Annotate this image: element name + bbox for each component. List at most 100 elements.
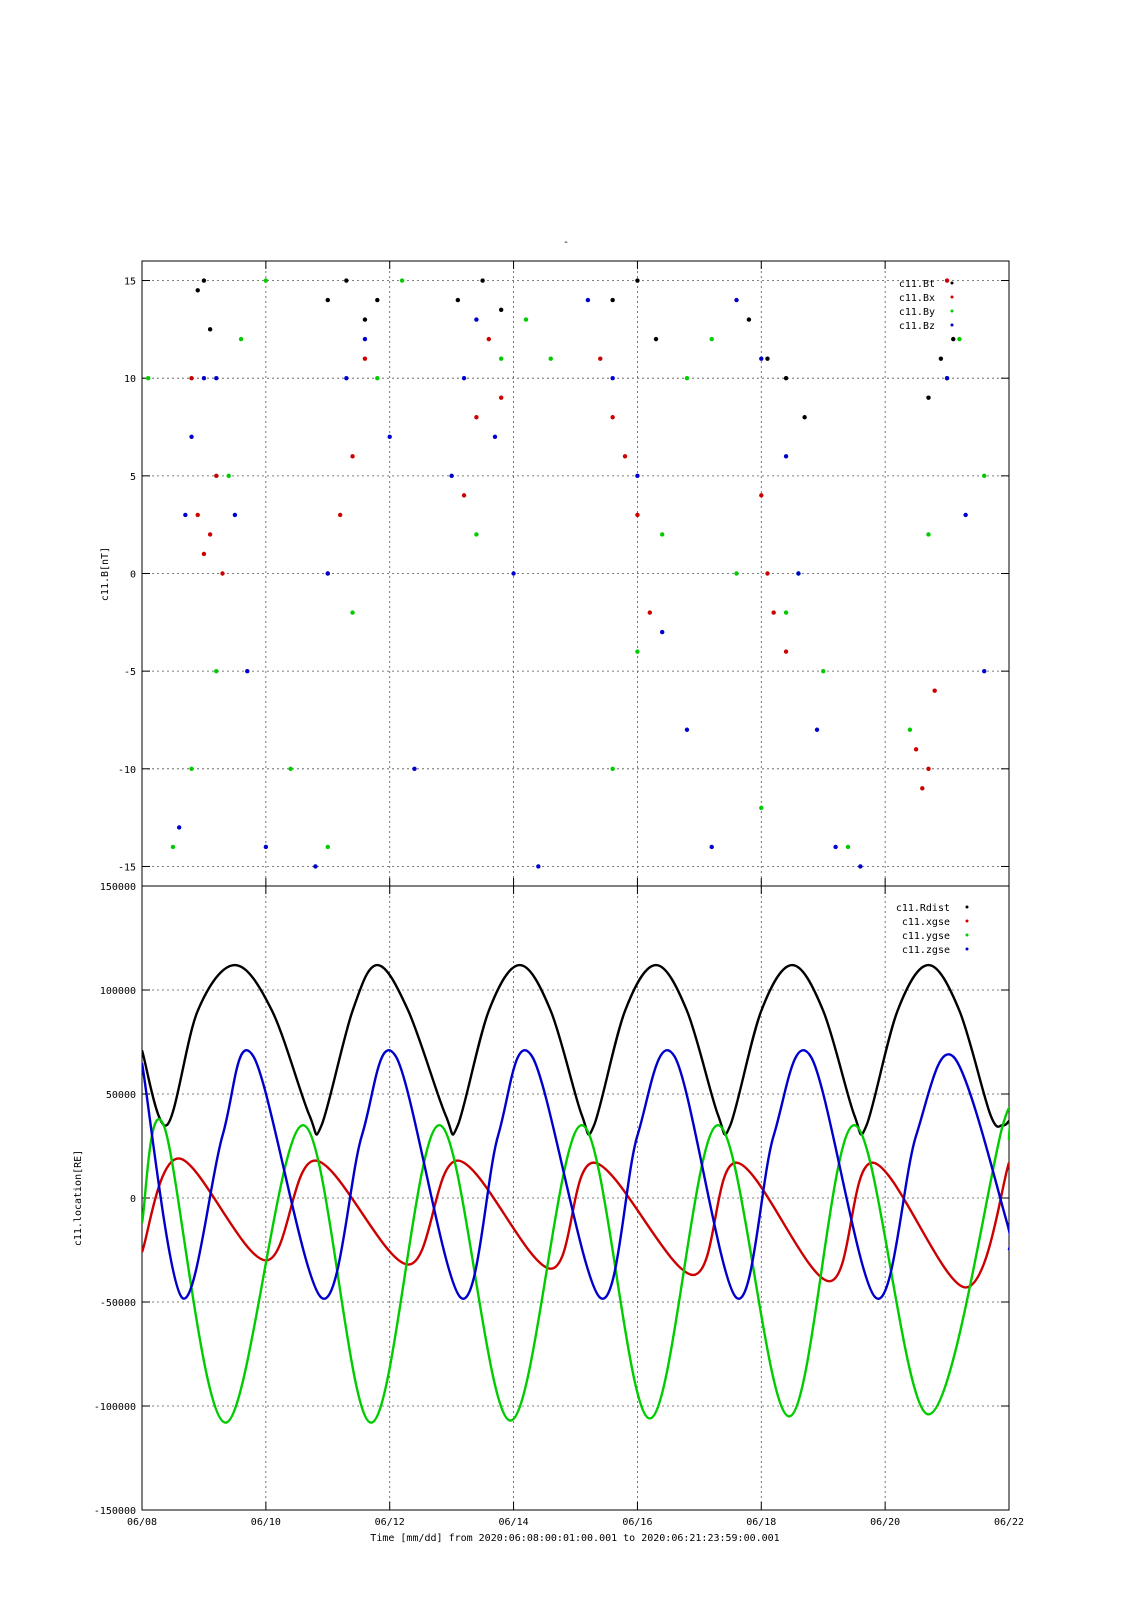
data-point-c11-by — [288, 766, 293, 772]
data-point-c11-bx — [486, 336, 491, 342]
data-point-c11-by — [523, 317, 529, 322]
y-tick-label: -5 — [124, 667, 136, 678]
data-point-c11-bt — [746, 317, 752, 322]
data-point-c11-by — [375, 375, 380, 381]
data-point-c11-bt — [344, 278, 349, 283]
legend-label-c11-xgse: c11.xgse — [902, 917, 950, 928]
data-point-c11-bt — [455, 297, 461, 303]
magnetic-field-grid — [141, 261, 1010, 886]
magnetic-field-series — [145, 278, 987, 869]
data-point-c11-bz — [344, 375, 349, 381]
data-point-c11-bt — [765, 356, 770, 361]
y-tick-label: 5 — [130, 472, 136, 483]
data-point-c11-bx — [214, 473, 219, 479]
data-point-c11-bz — [635, 473, 640, 479]
data-point-c11-by — [238, 336, 244, 342]
x-tick-label: 06/14 — [499, 1517, 529, 1528]
data-point-c11-bt — [195, 288, 200, 293]
time-axis-label: Time [mm/dd] from 2020:06:08:00:01:00.00… — [370, 1533, 779, 1544]
data-point-c11-bt — [951, 336, 956, 342]
data-point-c11-bz — [610, 375, 615, 381]
data-point-c11-bx — [647, 610, 653, 615]
data-point-c11-bt — [802, 415, 807, 420]
data-point-c11-bz — [214, 375, 219, 381]
series-line-c11-rdist — [142, 963, 1009, 1136]
legend-marker-c11-ygse — [965, 933, 969, 937]
data-point-c11-by — [635, 649, 640, 654]
data-point-c11-by — [263, 278, 269, 283]
data-point-c11-bx — [622, 454, 628, 459]
data-point-c11-bt — [653, 336, 659, 342]
x-tick-label: 06/16 — [622, 1517, 652, 1528]
time-x-ticks: 06/08 06/10 06/12 06/14 06/16 06/18 06/20 06/22 — [127, 1517, 1024, 1528]
data-point-c11-bx — [362, 356, 368, 361]
x-tick-label: 06/18 — [746, 1517, 776, 1528]
data-point-c11-bz — [709, 844, 714, 850]
data-point-c11-by — [610, 766, 615, 772]
data-point-c11-by — [498, 356, 504, 361]
data-point-c11-bx — [783, 649, 789, 654]
y-tick-label: -50000 — [100, 1298, 136, 1309]
location-panel: -150000 -100000 -50000 0 50000 100000 150000 c… — [73, 882, 1010, 1517]
data-point-c11-by — [145, 375, 151, 381]
y-tick-label: -15 — [118, 862, 136, 873]
data-point-c11-bz — [263, 844, 269, 850]
legend-marker-c11-rdist — [965, 905, 969, 909]
data-point-c11-by — [926, 532, 931, 537]
series-line-c11-zgse — [142, 1049, 1009, 1300]
x-tick-label: 06/20 — [870, 1517, 900, 1528]
data-point-c11-bx — [474, 415, 479, 420]
data-point-c11-bz — [387, 434, 392, 439]
legend-label-c11-by: c11.By — [899, 307, 935, 318]
data-point-c11-bz — [492, 434, 498, 439]
magnetic-field-y-axis-label: c11.B[nT] — [100, 547, 111, 601]
data-point-c11-bx — [350, 454, 355, 459]
data-point-c11-bz — [183, 512, 188, 518]
data-point-c11-bz — [461, 375, 467, 381]
x-tick-label: 06/10 — [251, 1517, 281, 1528]
legend-label-c11-bx: c11.Bx — [899, 293, 935, 304]
data-point-c11-bt — [938, 356, 944, 361]
data-point-c11-by — [660, 532, 665, 537]
data-point-c11-by — [957, 336, 962, 342]
legend-marker-c11-bz — [950, 323, 954, 327]
x-tick-label: 06/12 — [375, 1517, 405, 1528]
data-point-c11-bt — [362, 317, 368, 322]
data-point-c11-by — [821, 668, 826, 674]
data-point-c11-by — [189, 766, 194, 772]
location-y-axis-label: c11.location[RE] — [73, 1150, 84, 1246]
data-point-c11-bt — [635, 278, 640, 283]
data-point-c11-by — [214, 668, 219, 674]
data-point-c11-bt — [375, 297, 380, 303]
data-point-c11-bt — [201, 278, 207, 283]
data-point-c11-bz — [982, 668, 987, 674]
data-point-c11-bx — [498, 395, 504, 400]
data-point-c11-bz — [189, 434, 194, 439]
data-point-c11-bx — [207, 532, 213, 537]
data-point-c11-by — [734, 571, 739, 576]
legend-marker-c11-bt — [950, 281, 954, 285]
data-point-c11-bx — [337, 512, 343, 518]
data-point-c11-bx — [635, 512, 640, 518]
data-point-c11-bx — [759, 493, 764, 498]
y-tick-label: 0 — [130, 570, 136, 581]
legend-label-c11-zgse: c11.zgse — [902, 945, 950, 956]
series-line-c11-ygse — [142, 1106, 1009, 1424]
y-tick-label: 50000 — [106, 1090, 136, 1101]
data-point-c11-by — [684, 375, 690, 381]
data-point-c11-by — [399, 278, 405, 283]
data-point-c11-bz — [759, 356, 764, 361]
data-point-c11-bt — [783, 375, 789, 381]
x-tick-label: 06/22 — [994, 1517, 1024, 1528]
data-point-c11-bz — [362, 336, 368, 342]
data-point-c11-by — [759, 805, 764, 811]
data-point-c11-bz — [449, 473, 454, 479]
data-point-c11-bx — [913, 747, 919, 752]
data-point-c11-bx — [765, 571, 770, 576]
data-point-c11-bz — [536, 864, 541, 869]
data-point-c11-bz — [325, 571, 330, 576]
data-point-c11-bx — [598, 356, 603, 361]
data-point-c11-by — [170, 844, 176, 850]
legend-label-c11-bz: c11.Bz — [899, 321, 935, 332]
